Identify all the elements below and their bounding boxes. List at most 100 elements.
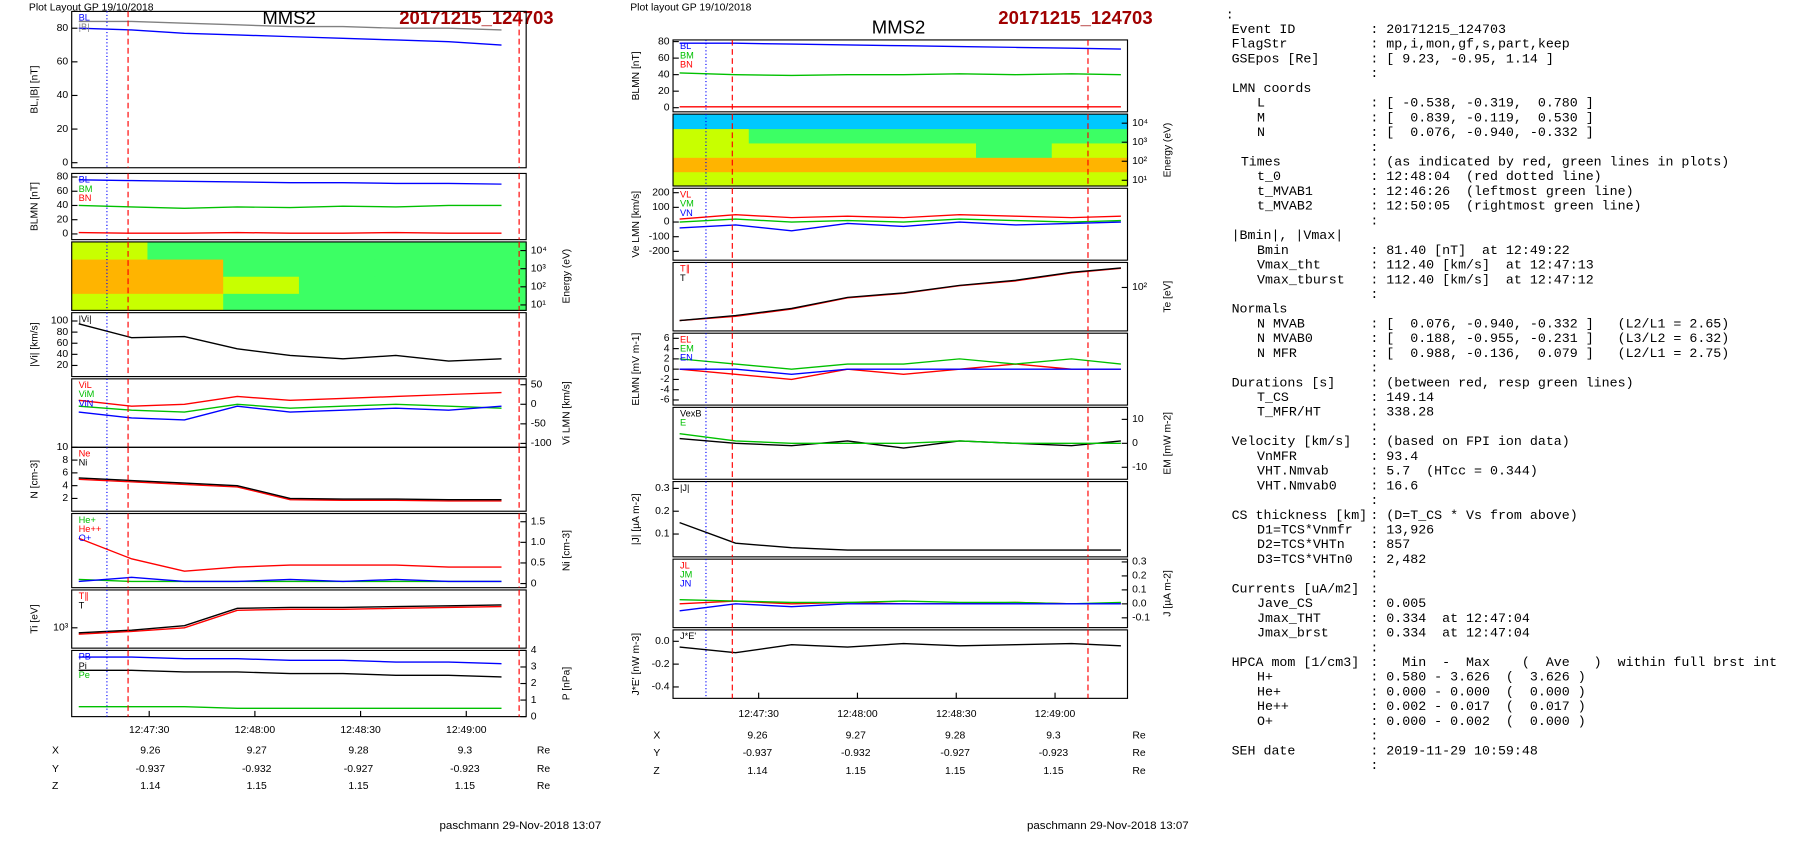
panel: 10² Te [eV] T∥T [672,261,1174,332]
spectrogram-cell [374,259,451,277]
legend-entry: PB [79,652,91,662]
spectrogram-cell [71,241,149,260]
info-key: H+ [1257,670,1273,685]
y-tick-label: 100 [652,202,670,213]
spectrogram-cell [223,293,300,311]
coord-value: 9.3 [458,746,473,757]
legend-entry: BL [79,175,90,185]
info-key: Vmax_tburst [1257,272,1345,287]
coord-unit: Re [1132,731,1146,742]
series-line [78,706,502,710]
info-key: VHT.Nmvab0 [1257,478,1337,493]
info-key: VHT.Nmvab [1257,464,1329,479]
section-note: : (based on FPI ion data) [1370,434,1569,449]
info-value: : [ 0.988, -0.136, 0.079 ] (L2/L1 = 2.75… [1370,346,1729,361]
x-tick-label: 12:48:00 [837,709,878,720]
series-line [679,267,1121,322]
legend-entry: Pi [79,661,87,671]
series-line [679,437,1121,449]
y-tick-label: 8 [62,455,68,466]
info-value: : 0.580 - 3.626 ( 3.626 ) [1370,670,1585,685]
separator: : [1370,420,1378,435]
info-value: : 112.40 [km/s] at 12:47:12 [1370,272,1593,287]
panel-frame [672,629,1129,699]
legend-entry: He++ [79,524,102,534]
panel: 0 0.5 1.0 1.5 Ni [cm-3] He+He++O+ [71,512,572,589]
legend-entry: |J| [680,483,689,493]
series-line [78,405,502,421]
info-value: : [ 9.23, -0.95, 1.14 ] [1370,52,1553,67]
y-tick-label: 10² [1132,156,1148,167]
spectrogram-cell [900,142,977,158]
spectrogram-cell [824,142,901,158]
spectrogram-cell [976,157,1053,173]
y-tick-label: 20 [57,360,69,371]
series-line [78,669,502,678]
y-tick-label: -6 [660,395,670,406]
x-tick-label: 12:49:00 [446,725,487,736]
y-tick-label: 2 [664,354,670,365]
y-tick-label: 40 [57,349,69,360]
info-value: : 338.28 [1370,405,1434,420]
y-tick-label: -0.1 [1132,613,1150,624]
spectrogram-cell [71,259,149,277]
y-tick-label: 10 [1132,414,1144,425]
x-tick-label: 12:49:00 [1035,709,1076,720]
series-line [679,72,1121,77]
spectrogram-cell [374,241,451,260]
info-value: : [ 0.076, -0.940, -0.332 ] [1370,125,1593,140]
separator: : [1370,361,1378,376]
panel-frame [71,241,527,311]
y-tick-label: 0.0 [1132,599,1147,610]
info-key: N MFR [1257,346,1297,361]
legend-entry: BM [680,50,694,60]
panel: 10¹ 10² 10³ 10⁴ Energy (eV) [672,113,1174,187]
y-tick-label: 10¹ [531,300,547,311]
spectrogram-cell [976,114,1053,130]
spectrogram-cell [450,241,527,260]
spectrogram-cell [1051,171,1129,187]
legend-entry: VexB [680,409,702,419]
y-tick-label: 80 [57,327,69,338]
legend-entry: T∥ [79,591,89,601]
coord-value: -0.932 [242,764,272,775]
legend-entry: T∥ [680,264,690,274]
legend-entry: T [680,273,686,283]
series-line [679,368,1121,375]
y-tick-label: 10 [57,442,69,453]
y-axis-label: BLMN [nT] [29,182,40,231]
legend-entry: JN [680,579,691,589]
section-title: Durations [s] [1232,375,1336,390]
panel-frame [672,558,1129,629]
panel-frame [672,39,1129,113]
spectrogram-cell [824,114,901,130]
y-tick-label: 1.0 [531,537,546,548]
info-value: : 5.7 (HTcc = 0.344) [1370,464,1537,479]
spectrogram-cell [147,293,224,311]
series-line [78,478,502,502]
info-value: : 149.14 [1370,390,1434,405]
coord-name: X [52,746,59,757]
coord-value: 1.15 [348,781,368,792]
spectrogram-cell [298,293,376,311]
legend-entry: BN [79,193,92,203]
coord-unit: Re [1132,766,1146,777]
spectrogram-cell [976,171,1053,187]
separator: : [1370,287,1378,302]
legend-entry: EM [680,344,694,354]
y-tick-label: 60 [57,57,69,68]
y-tick-label: 20 [57,214,69,225]
coord-unit: Re [537,781,551,792]
y-tick-label: 10³ [531,263,547,274]
info-value: : 0.334 at 12:47:04 [1370,611,1530,626]
series-line [679,603,1121,612]
spectrogram-cell [673,114,750,130]
coord-unit: Re [537,746,551,757]
x-tick-label: 12:48:30 [340,725,381,736]
series-line [78,604,502,634]
